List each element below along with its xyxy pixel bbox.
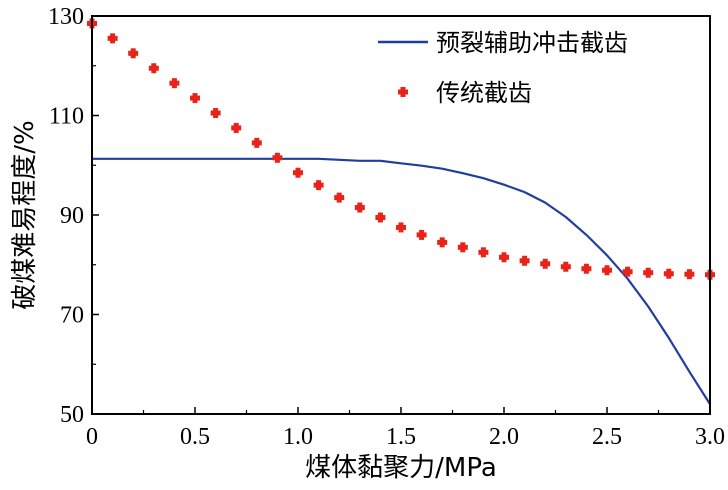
series-point-traditional-pick [581, 263, 592, 274]
plot-frame [91, 15, 711, 415]
series-point-traditional-pick [375, 212, 386, 223]
x-tick-label: 0.5 [180, 424, 210, 450]
series-point-traditional-pick [519, 255, 530, 266]
x-tick-label: 2.0 [489, 424, 519, 450]
series-point-traditional-pick [684, 269, 695, 280]
y-tick-label: 90 [60, 203, 84, 229]
legend-marker-swatch [398, 87, 408, 97]
x-axis-title: 煤体黏聚力/MPa [305, 453, 497, 483]
x-tick-label: 3.0 [695, 424, 725, 450]
series-point-traditional-pick [540, 258, 551, 269]
series-point-traditional-pick [128, 48, 139, 59]
series-point-traditional-pick [334, 192, 345, 203]
series-point-traditional-pick [190, 93, 200, 104]
legend: 预裂辅助冲击截齿 传统截齿 [378, 29, 628, 107]
tick-labels: 0 0.5 1.0 1.5 2.0 2.5 3.0 50 70 90 110 130 [48, 4, 725, 450]
series-point-traditional-pick [457, 242, 468, 253]
axis-ticks [91, 15, 711, 415]
series-point-traditional-pick [313, 180, 324, 191]
series-point-traditional-pick [643, 267, 654, 278]
series-point-traditional-pick [354, 202, 365, 213]
y-tick-label: 70 [60, 303, 84, 329]
series-point-traditional-pick [663, 268, 674, 279]
y-tick-label: 50 [60, 402, 84, 428]
x-tick-label: 2.5 [592, 424, 622, 450]
x-tick-label: 0 [86, 424, 98, 450]
legend-label-series-1: 预裂辅助冲击截齿 [436, 29, 628, 57]
series-line-preslit-impact-pick [92, 157, 711, 405]
series-point-traditional-pick [622, 266, 633, 277]
series-point-traditional-pick [231, 122, 242, 133]
x-tick-label: 1.5 [386, 424, 416, 450]
series-point-traditional-pick [437, 237, 448, 248]
series-point-traditional-pick [416, 229, 427, 240]
series-point-traditional-pick [148, 63, 159, 74]
series-point-traditional-pick [396, 222, 406, 233]
series-point-traditional-pick [478, 247, 489, 258]
y-tick-label: 130 [48, 4, 84, 30]
series-point-traditional-pick [251, 137, 262, 148]
series-point-traditional-pick [169, 78, 180, 89]
series-point-traditional-pick [560, 261, 571, 272]
y-axis-title: 破煤难易程度/% [10, 120, 40, 309]
series-point-traditional-pick [293, 167, 303, 178]
series-point-traditional-pick [602, 265, 612, 276]
series-point-traditional-pick [210, 108, 221, 119]
legend-marker [398, 87, 408, 97]
series-point-traditional-pick [499, 252, 509, 263]
legend-label-series-2: 传统截齿 [436, 79, 532, 107]
series-point-traditional-pick [272, 152, 283, 163]
plot-series [87, 18, 715, 405]
x-tick-label: 1.0 [283, 424, 313, 450]
series-point-traditional-pick [107, 33, 118, 44]
y-tick-label: 110 [49, 104, 84, 130]
